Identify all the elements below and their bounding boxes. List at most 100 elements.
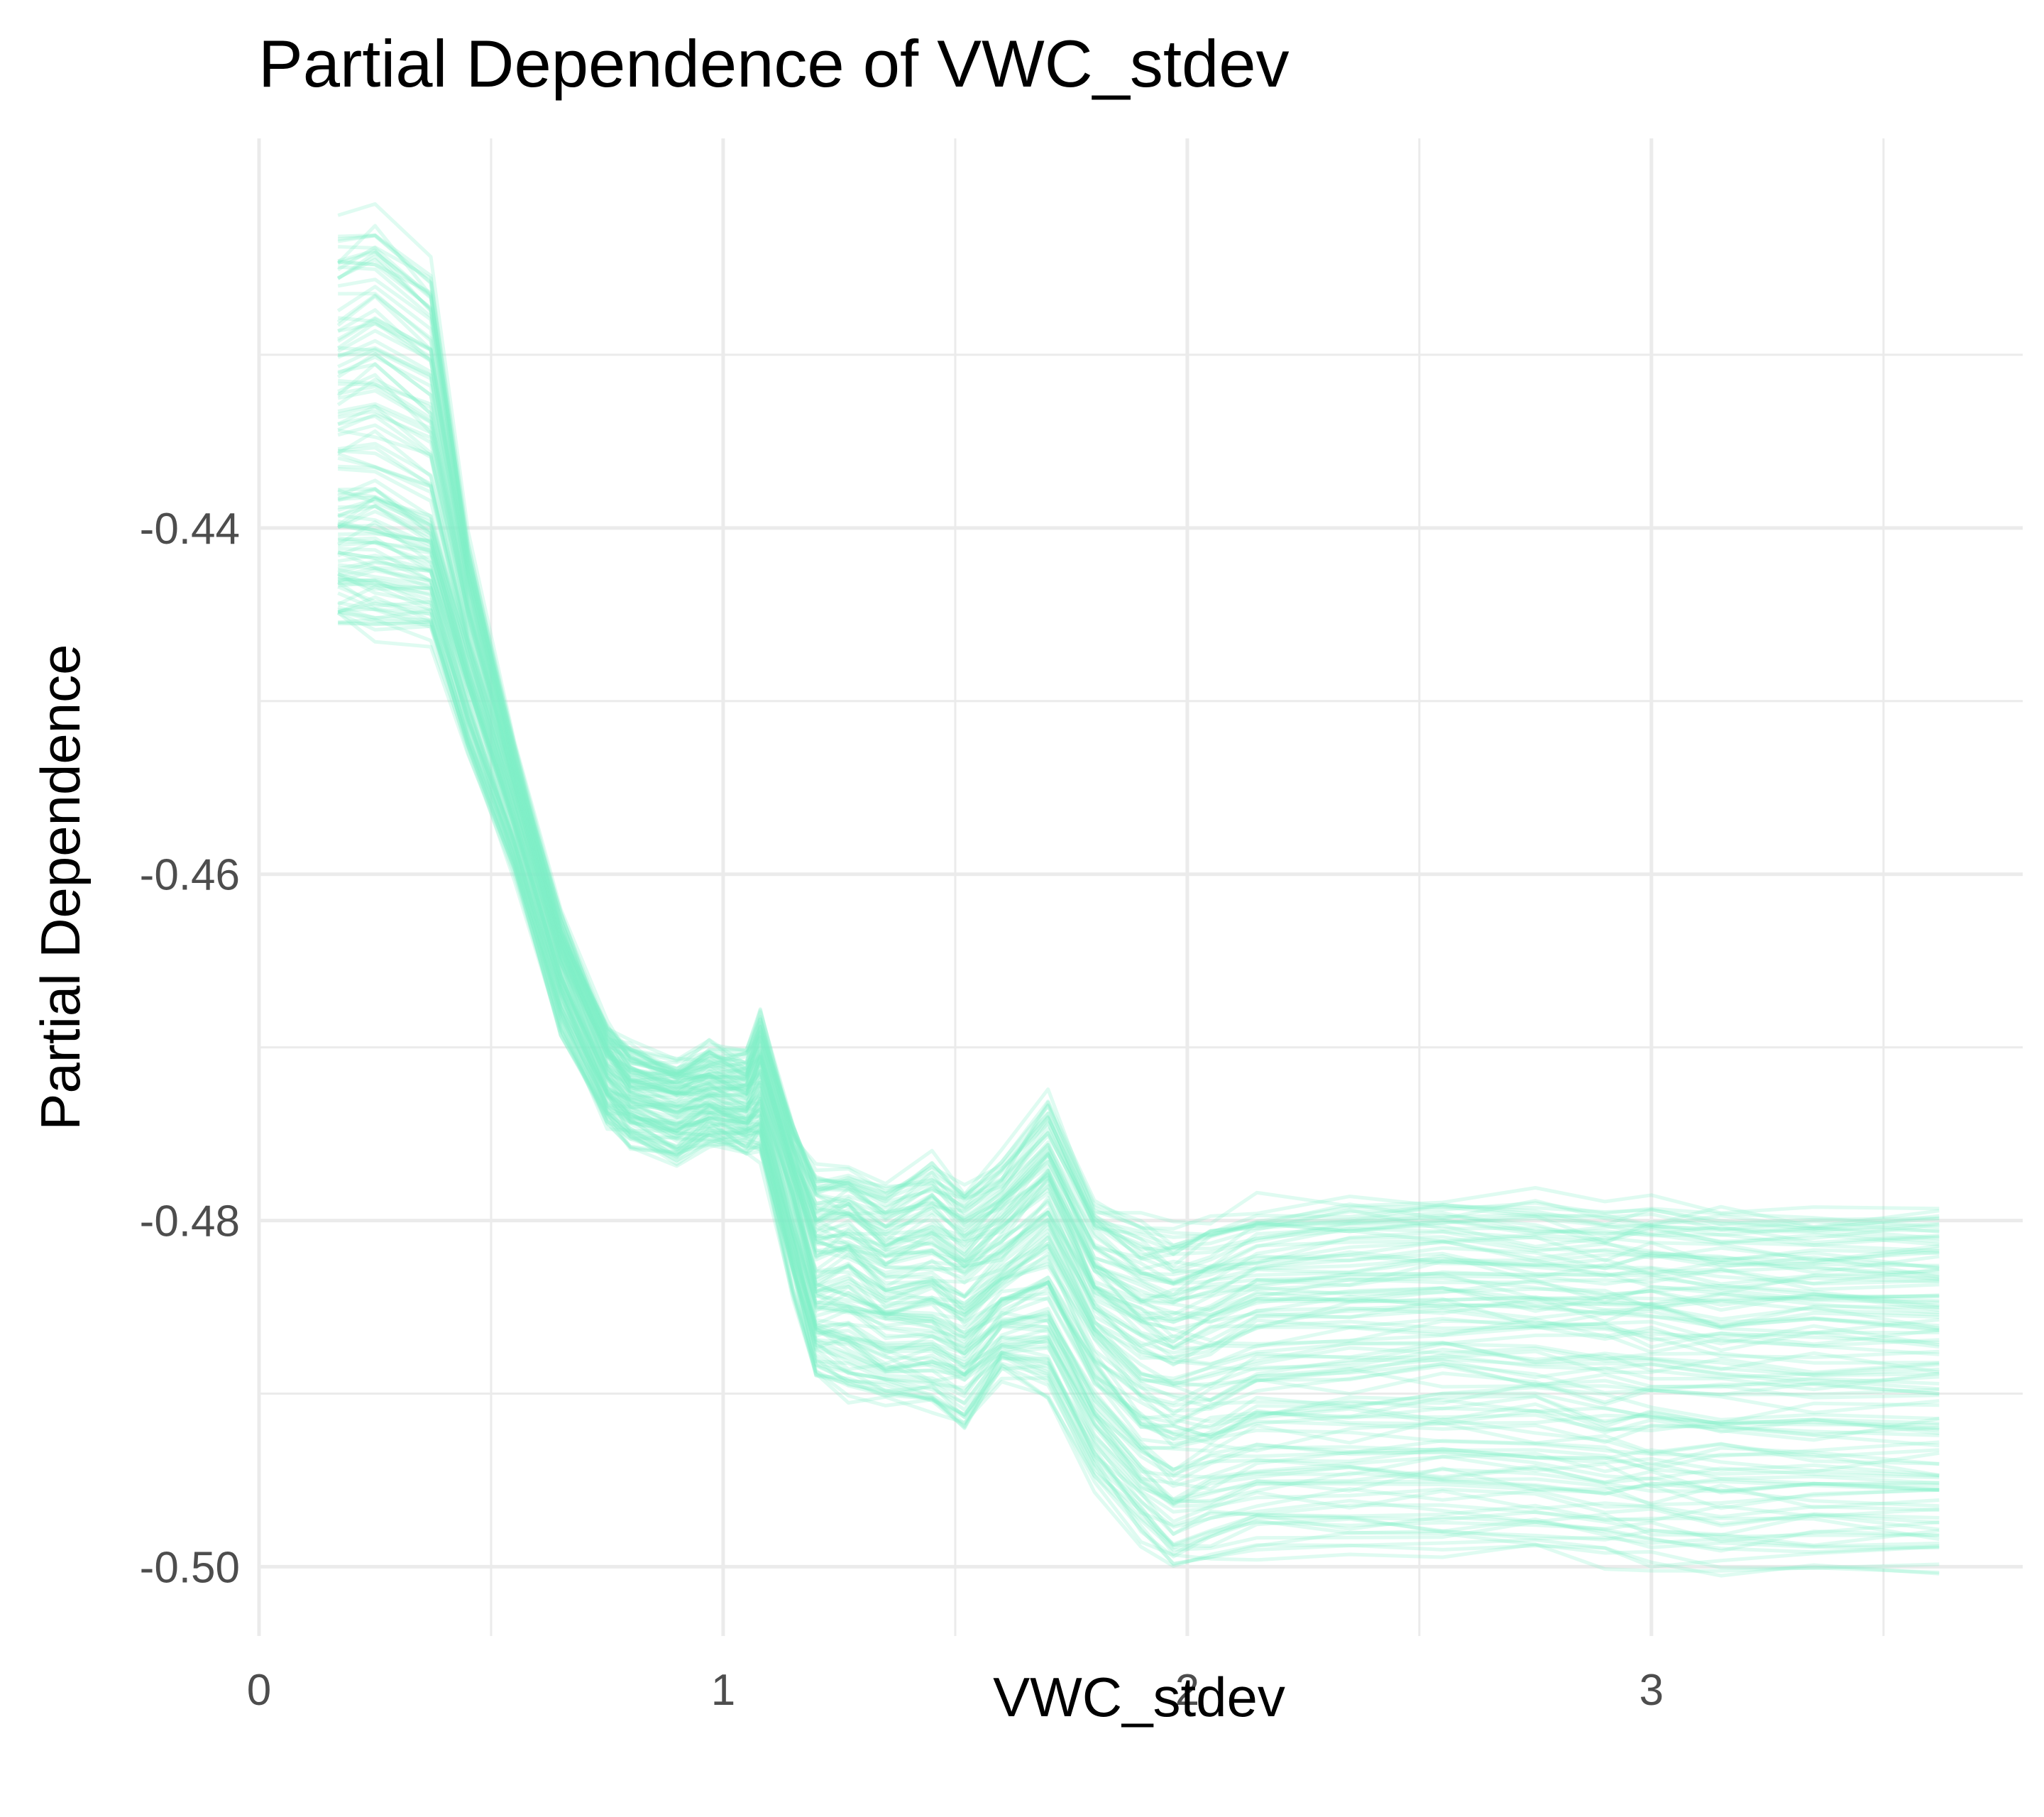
ice-curve [337,496,1940,1410]
ice-curve [338,620,1940,1559]
ice-curve [337,248,1940,1252]
ice-curve [337,536,1940,1449]
ice-curve [337,554,1940,1478]
ice-curve [337,610,1940,1549]
ice-curve [338,505,1940,1405]
ice-curve [337,278,1940,1274]
ice-curve [337,389,1940,1324]
ice-curve [337,584,1940,1536]
y-tick-label: -0.50 [140,1543,240,1592]
ice-curve [337,578,1940,1505]
ice-curve [337,571,1940,1507]
ice-curve [337,559,1940,1478]
ice-curve [338,523,1940,1425]
minor-gridlines [259,138,2023,1636]
ice-curve [338,539,1940,1442]
ice-curve [336,429,1940,1360]
ice-curve [336,293,1940,1274]
ice-curve [338,292,1940,1285]
ice-curve [338,467,1940,1366]
ice-curve [336,503,1940,1427]
ice-curve [337,402,1940,1344]
x-axis-title: VWC_stdev [993,1666,1285,1728]
ice-curve [337,441,1940,1350]
ice-curve [337,497,1940,1383]
ice-curve [337,524,1940,1441]
ice-curve [337,385,1940,1339]
major-gridlines [257,138,2023,1636]
ice-curve [337,234,1940,1231]
ice-curve [337,414,1940,1342]
ice-curve [337,346,1940,1305]
chart-title: Partial Dependence of VWC_stdev [258,26,1290,101]
ice-curve [338,233,1940,1236]
ice-curve [336,329,1940,1285]
ice-curve [337,539,1940,1448]
y-axis-ticks: -0.44 -0.46 -0.48 -0.50 [140,505,240,1593]
ice-curve [338,265,1940,1271]
y-tick-label: -0.44 [140,505,240,554]
ice-curve [337,568,1940,1505]
ice-curve [337,409,1940,1349]
ice-curve [337,563,1940,1491]
x-tick-label: 0 [247,1666,271,1715]
ice-curve [337,519,1940,1425]
ice-curve [338,487,1940,1386]
ice-curve [336,294,1940,1276]
x-axis-ticks: 0 1 2 3 [247,1666,1664,1715]
ice-curve [338,495,1940,1388]
ice-curve [337,513,1940,1430]
ice-curve [336,317,1940,1283]
ice-curve [336,362,1940,1322]
ice-curve [337,561,1940,1478]
ice-curve [337,250,1940,1248]
ice-curve [338,581,1940,1510]
ice-curve [337,423,1940,1349]
ice-curve [337,550,1940,1459]
ice-curve [337,234,1940,1248]
ice-curve [337,595,1940,1547]
ice-curve [337,452,1940,1367]
ice-curve [337,412,1940,1351]
ice-curve [338,532,1940,1439]
ice-curve [338,622,1940,1570]
ice-curve [337,569,1940,1493]
ice-curve [336,245,1940,1256]
ice-curve [337,591,1940,1537]
ice-curve [337,428,1940,1350]
ice-curve [337,446,1940,1355]
ice-curve [337,510,1940,1416]
ice-curve [336,321,1940,1300]
ice-curve [337,322,1940,1297]
x-tick-label: 2 [1175,1666,1199,1715]
ice-curve [337,316,1940,1285]
ice-curves [336,202,1940,1578]
ice-curve [338,617,1940,1574]
ice-curve [337,355,1940,1312]
ice-curve [337,478,1940,1386]
ice-curve [337,488,1940,1380]
ice-curve [337,488,1940,1407]
ice-curve [337,504,1940,1402]
ice-curve [338,382,1940,1317]
ice-curve [337,405,1940,1344]
ice-curve [337,609,1940,1554]
ice-curve [337,373,1940,1322]
x-tick-label: 1 [711,1666,735,1715]
ice-curve [336,520,1940,1437]
ice-curve [337,487,1940,1402]
ice-curve [337,550,1940,1473]
ice-curve [338,449,1940,1366]
y-tick-label: -0.46 [140,851,240,900]
ice-curve [337,600,1940,1556]
ice-curve [336,316,1940,1286]
ice-curve [337,566,1940,1501]
y-tick-label: -0.48 [140,1197,240,1246]
ice-curve [337,490,1940,1388]
ice-curve [338,578,1940,1486]
ice-curve [338,245,1940,1239]
ice-curve [338,378,1940,1324]
ice-curve [337,362,1940,1321]
ice-curve [338,351,1940,1302]
